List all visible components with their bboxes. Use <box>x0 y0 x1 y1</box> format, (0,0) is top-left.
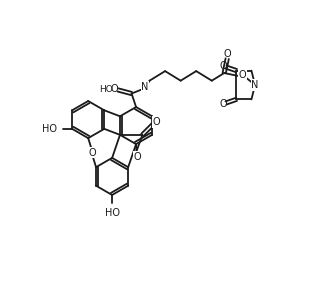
Text: O: O <box>88 148 96 158</box>
Text: O: O <box>239 70 246 80</box>
Text: HO: HO <box>105 208 120 218</box>
Text: N: N <box>141 82 149 92</box>
Text: O: O <box>219 61 227 71</box>
Text: O: O <box>110 84 118 94</box>
Text: O: O <box>133 152 141 162</box>
Text: O: O <box>153 117 160 127</box>
Text: N: N <box>251 80 259 90</box>
Text: O: O <box>224 50 231 59</box>
Text: O: O <box>219 99 227 109</box>
Text: HO: HO <box>99 85 113 94</box>
Text: HO: HO <box>42 124 57 134</box>
